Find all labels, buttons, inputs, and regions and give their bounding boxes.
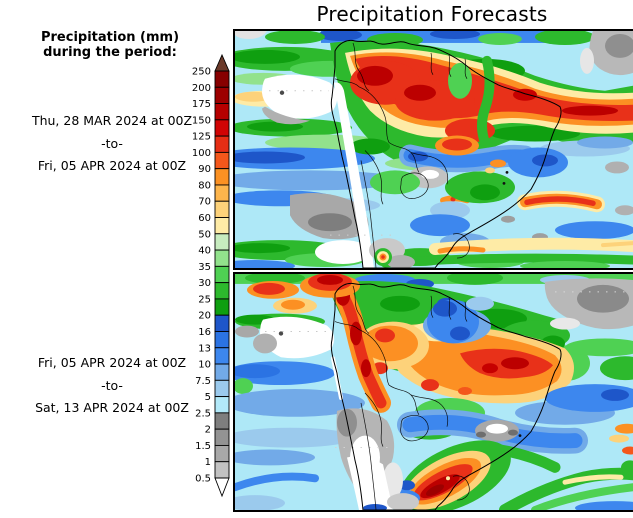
colorbar-tick-label: 100 bbox=[192, 148, 211, 159]
colorbar-tick-label: 13 bbox=[198, 343, 211, 354]
colorbar-tick-label: 2 bbox=[205, 425, 211, 436]
colorbar-tick-label: 150 bbox=[192, 115, 211, 126]
period-1-separator: -to- bbox=[101, 135, 123, 151]
precipitation-heading-line1: Precipitation (mm) bbox=[40, 30, 180, 45]
colorbar-cell bbox=[214, 265, 230, 284]
colorbar-cell bbox=[214, 314, 230, 332]
colorbar-tick-label: 80 bbox=[198, 180, 211, 191]
colorbar-cell bbox=[214, 396, 230, 414]
colorbar-tick-label: 0.5 bbox=[195, 474, 211, 485]
colorbar-tick-label: 20 bbox=[198, 311, 211, 322]
colorbar-cell bbox=[214, 233, 230, 251]
colorbar-tick-label: 90 bbox=[198, 164, 211, 175]
colorbar-cell bbox=[214, 347, 230, 365]
forecast-map-2-canvas bbox=[235, 274, 633, 510]
colorbar-tick-label: 25 bbox=[198, 294, 211, 305]
colorbar-cell bbox=[214, 119, 230, 137]
colorbar-tick-label: 200 bbox=[192, 83, 211, 94]
colorbar-tick-label: 2.5 bbox=[195, 408, 211, 419]
colorbar-cell bbox=[214, 428, 230, 446]
period-2-start: Fri, 05 APR 2024 at 00Z bbox=[37, 355, 187, 370]
colorbar-tick-label: 50 bbox=[198, 229, 211, 240]
colorbar-tick-label: 60 bbox=[198, 213, 211, 224]
period-1-end: Fri, 05 APR 2024 at 00Z bbox=[37, 158, 187, 173]
colorbar-cell bbox=[214, 103, 230, 121]
colorbar-cell bbox=[214, 379, 230, 398]
period-1-label: Thu, 28 MAR 2024 at 00Z -to- Fri, 05 APR… bbox=[8, 114, 216, 182]
colorbar-cell bbox=[214, 444, 230, 463]
colorbar-tick-label: 70 bbox=[198, 197, 211, 208]
colorbar-cell bbox=[214, 86, 230, 105]
colorbar-cell bbox=[214, 363, 230, 381]
colorbar-tick-label: 10 bbox=[198, 360, 211, 371]
colorbar-cell bbox=[214, 151, 230, 170]
colorbar-cell bbox=[214, 249, 230, 267]
colorbar-tick-label: 35 bbox=[198, 262, 211, 273]
forecast-map-1 bbox=[233, 29, 633, 270]
colorbar-tick-label: 250 bbox=[192, 67, 211, 78]
period-1-start: Thu, 28 MAR 2024 at 00Z bbox=[31, 113, 193, 128]
precipitation-colorbar: 250 200 175 150 125 100 90 80 70 60 50 40 35 30 25 20 16… bbox=[186, 52, 234, 508]
colorbar-cell bbox=[214, 70, 230, 88]
colorbar-tick-label: 16 bbox=[198, 327, 211, 338]
colorbar-bottom-arrow bbox=[214, 477, 230, 498]
colorbar-tick-label: 5 bbox=[205, 392, 211, 403]
colorbar-tick-label: 1.5 bbox=[195, 441, 211, 452]
colorbar-cell bbox=[214, 461, 230, 479]
period-2-end: Sat, 13 APR 2024 at 00Z bbox=[35, 400, 189, 415]
period-2-separator: -to- bbox=[101, 377, 123, 393]
forecast-map-1-canvas bbox=[235, 31, 633, 268]
forecast-map-2 bbox=[233, 272, 633, 512]
colorbar-cell bbox=[214, 200, 230, 218]
colorbar-tick-label: 40 bbox=[198, 246, 211, 257]
colorbar-tick-label: 30 bbox=[198, 278, 211, 289]
colorbar-tick-label: 125 bbox=[192, 132, 211, 143]
colorbar-cell bbox=[214, 298, 230, 316]
colorbar-cell bbox=[214, 135, 230, 153]
colorbar-cell bbox=[214, 282, 230, 300]
colorbar-scale: 2502001751501251009080706050403530252016… bbox=[192, 53, 230, 498]
colorbar-cell bbox=[214, 331, 230, 349]
page-title: Precipitation Forecasts bbox=[316, 2, 548, 26]
colorbar-tick-label: 1 bbox=[205, 457, 211, 468]
colorbar-tick-label: 7.5 bbox=[195, 376, 211, 387]
period-2-label: Fri, 05 APR 2024 at 00Z -to- Sat, 13 APR… bbox=[8, 356, 216, 424]
precipitation-heading-line2: during the period: bbox=[43, 45, 177, 60]
precipitation-heading: Precipitation (mm) during the period: bbox=[10, 30, 210, 60]
colorbar-cell bbox=[214, 184, 230, 202]
colorbar-cell bbox=[214, 217, 230, 235]
colorbar-top-arrow bbox=[214, 53, 230, 72]
colorbar-tick-label: 175 bbox=[192, 99, 211, 110]
colorbar-cell bbox=[214, 412, 230, 430]
colorbar-cell bbox=[214, 168, 230, 186]
